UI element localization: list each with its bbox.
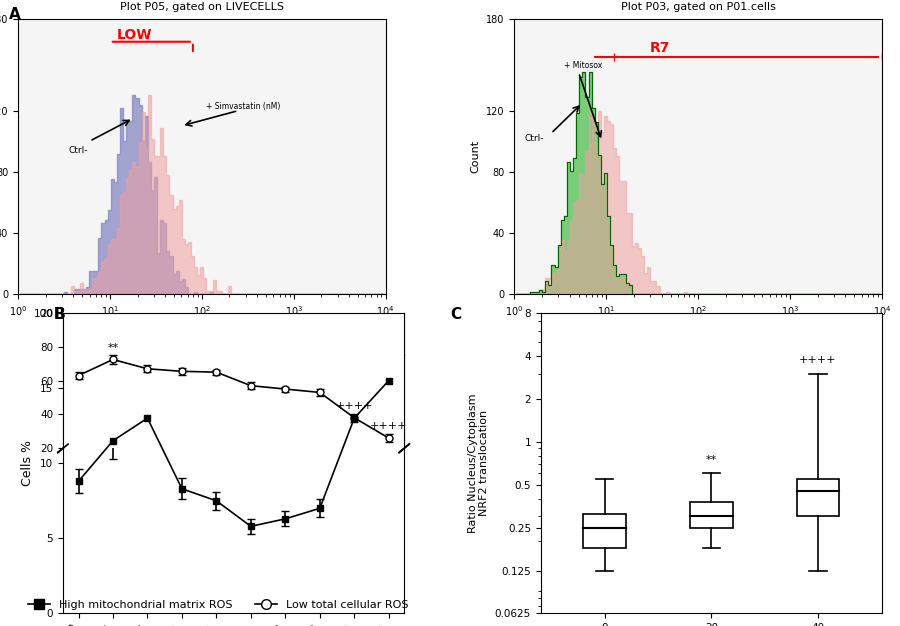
Text: C: C [450, 307, 461, 322]
Text: **: ** [142, 378, 153, 388]
Text: B: B [54, 307, 66, 322]
Bar [583, 515, 626, 548]
Bar [796, 479, 840, 516]
Text: + Mitosox: + Mitosox [564, 61, 603, 69]
Text: Ctrl-: Ctrl- [68, 146, 87, 155]
Text: ++++: ++++ [799, 355, 837, 365]
Text: +: + [108, 405, 118, 415]
Y-axis label: Cells %: Cells % [22, 440, 34, 486]
Text: + Simvastatin (nM): + Simvastatin (nM) [205, 102, 280, 111]
Title: Plot P05, gated on LIVECELLS: Plot P05, gated on LIVECELLS [120, 3, 284, 13]
X-axis label: Green Fluorescence (GRN-HLog): Green Fluorescence (GRN-HLog) [118, 323, 286, 333]
Text: LOW: LOW [117, 28, 153, 42]
Text: Ctrl-: Ctrl- [525, 134, 544, 143]
Text: B: B [54, 307, 66, 322]
Title: Plot P03, gated on P01.cells: Plot P03, gated on P01.cells [621, 3, 776, 13]
Text: ++++: ++++ [370, 351, 408, 361]
X-axis label: Mitosox (YEL-HLog): Mitosox (YEL-HLog) [648, 323, 748, 333]
Text: A: A [9, 7, 21, 22]
Legend: High mitochondrial matrix ROS, Low total cellular ROS: High mitochondrial matrix ROS, Low total… [23, 595, 413, 614]
Text: R7: R7 [650, 41, 670, 56]
Bar [690, 501, 733, 528]
Text: **: ** [706, 454, 717, 464]
Text: **: ** [348, 386, 360, 396]
Y-axis label: Ratio Nucleus/Cytoplasm
NRF2 translocation: Ratio Nucleus/Cytoplasm NRF2 translocati… [468, 394, 490, 533]
Y-axis label: Count: Count [471, 140, 481, 173]
